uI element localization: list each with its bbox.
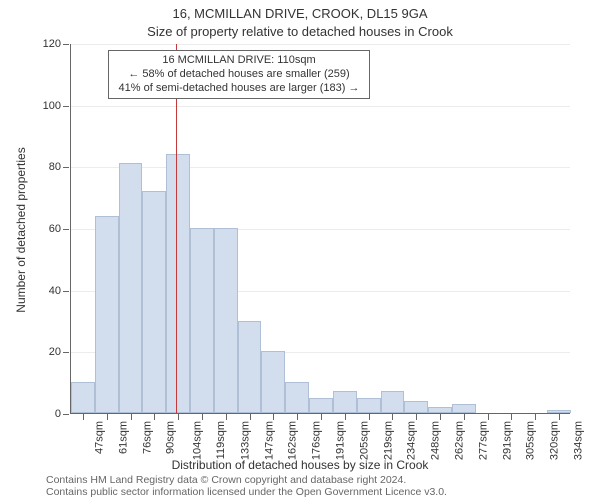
footer-line2: Contains public sector information licen… [46,486,447,498]
x-tick-label: 191sqm [335,421,347,460]
x-tick [464,414,465,420]
x-tick [273,414,274,420]
gridline [71,167,570,168]
x-tick [369,414,370,420]
y-tick-label: 60 [31,223,61,235]
x-tick [321,414,322,420]
x-tick [511,414,512,420]
bar [119,163,143,413]
x-tick [154,414,155,420]
chart-subtitle: Size of property relative to detached ho… [0,24,600,39]
x-tick-label: 219sqm [382,421,394,460]
y-tick-label: 80 [31,161,61,173]
y-tick-label: 40 [31,285,61,297]
annotation-box: 16 MCMILLAN DRIVE: 110sqm ← 58% of detac… [108,50,370,99]
x-tick-label: 90sqm [165,421,177,454]
bar [95,216,119,413]
bar [357,398,381,413]
y-tick [63,44,69,45]
x-tick [131,414,132,420]
bar [452,404,476,413]
x-tick-label: 119sqm [215,421,227,459]
chart-title: 16, MCMILLAN DRIVE, CROOK, DL15 9GA [0,6,600,21]
bar [214,228,238,413]
y-tick [63,352,69,353]
x-tick-label: 248sqm [430,421,442,460]
x-tick [250,414,251,420]
gridline [71,44,570,45]
chart-container: { "chart": { "type": "histogram", "title… [0,0,600,500]
x-tick-label: 205sqm [358,421,370,460]
y-tick [63,229,69,230]
x-tick [226,414,227,420]
annotation-line1: 16 MCMILLAN DRIVE: 110sqm [113,54,365,68]
bar [238,321,262,414]
bar [381,391,405,413]
reference-line [176,44,177,413]
x-tick-label: 76sqm [141,421,153,454]
x-tick-label: 104sqm [192,421,204,460]
x-tick-label: 305sqm [525,421,537,460]
y-tick [63,167,69,168]
x-tick-label: 133sqm [239,421,251,460]
y-tick [63,106,69,107]
bar [333,391,357,413]
x-tick-label: 262sqm [454,421,466,460]
footer: Contains HM Land Registry data © Crown c… [46,474,447,498]
x-tick-label: 61sqm [117,421,129,454]
bar [166,154,190,413]
bar [404,401,428,413]
x-tick-label: 47sqm [93,421,105,454]
bar [309,398,333,413]
annotation-line3: 41% of semi-detached houses are larger (… [113,82,365,96]
x-tick-label: 234sqm [406,421,418,460]
y-tick [63,414,69,415]
annotation-line2: ← 58% of detached houses are smaller (25… [113,68,365,82]
x-tick [297,414,298,420]
x-tick-label: 176sqm [311,421,323,460]
x-tick [345,414,346,420]
x-tick [416,414,417,420]
x-tick [107,414,108,420]
plot-area: 02040608010012047sqm61sqm76sqm90sqm104sq… [70,44,570,414]
y-tick-label: 20 [31,346,61,358]
y-tick-label: 120 [31,38,61,50]
x-tick [559,414,560,420]
x-tick [488,414,489,420]
y-tick-label: 100 [31,100,61,112]
x-tick-label: 147sqm [263,421,275,460]
x-tick-label: 334sqm [573,421,585,460]
x-tick-label: 320sqm [549,421,561,460]
y-tick [63,291,69,292]
x-tick-label: 291sqm [501,421,513,460]
bar [261,351,285,413]
bar [190,228,214,413]
y-tick-label: 0 [31,408,61,420]
bar [142,191,166,413]
bar [71,382,95,413]
bar [285,382,309,413]
y-axis-title: Number of detached properties [14,147,28,312]
bar [547,410,571,413]
gridline [71,106,570,107]
x-tick-label: 277sqm [477,421,489,460]
x-axis-title: Distribution of detached houses by size … [0,458,600,472]
x-tick [202,414,203,420]
x-tick [440,414,441,420]
x-tick [392,414,393,420]
footer-line1: Contains HM Land Registry data © Crown c… [46,474,447,486]
x-tick [535,414,536,420]
x-tick [178,414,179,420]
bar [428,407,452,413]
x-tick-label: 162sqm [287,421,299,460]
x-tick [83,414,84,420]
